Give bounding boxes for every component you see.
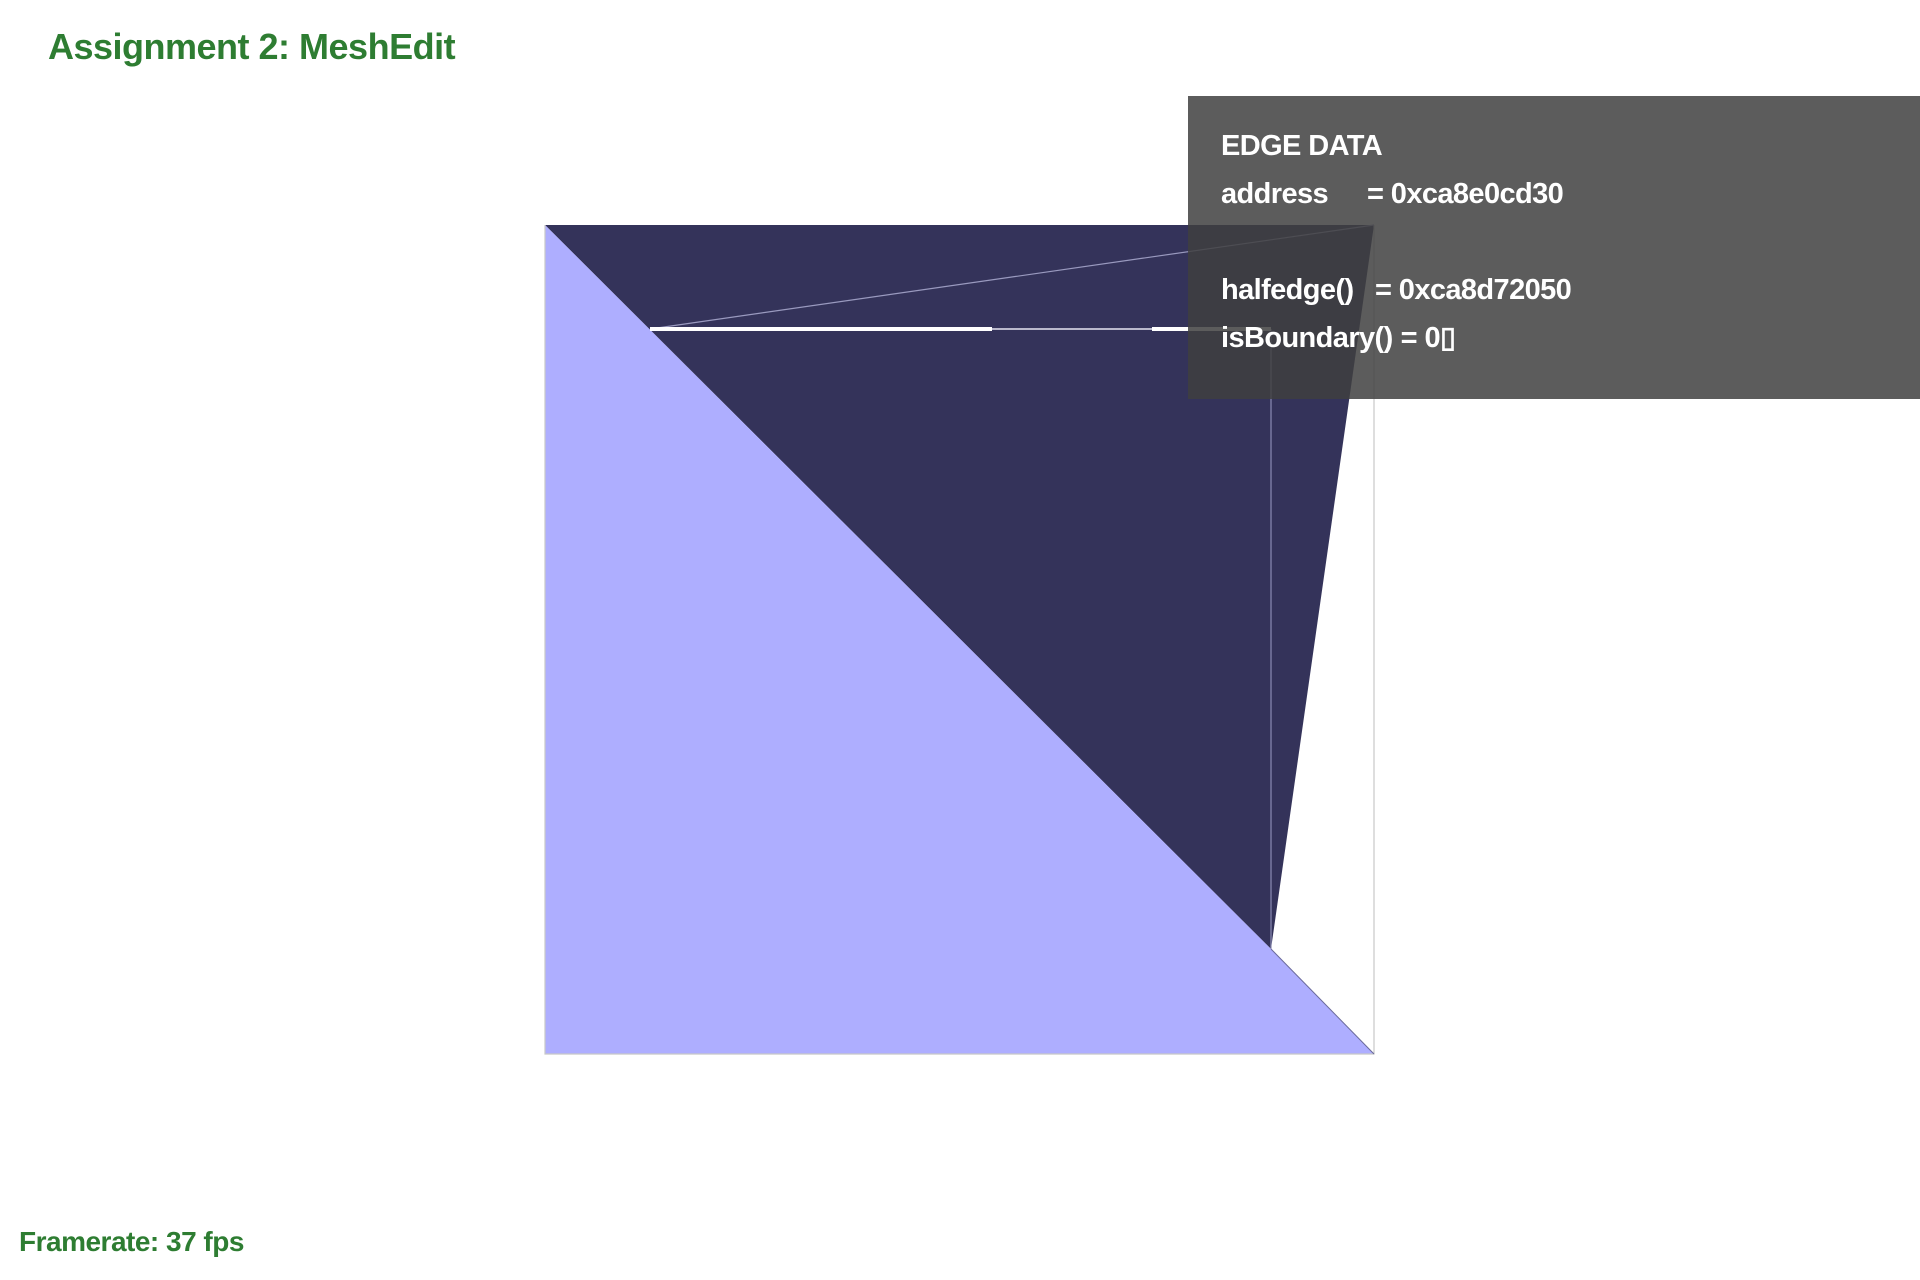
mesh-edge-diagonal[interactable] — [1270, 948, 1375, 1055]
framerate-label: Framerate: 37 fps — [19, 1226, 244, 1257]
edge-address-label: address — [1221, 178, 1329, 210]
edge-halfedge-row: halfedge() = 0xca8d72050 — [1221, 273, 1572, 307]
edge-info-panel: EDGE DATA address = 0xca8e0cd30 halfedge(… — [1188, 96, 1920, 399]
app-title: Assignment 2: MeshEdit — [48, 26, 456, 67]
edge-halfedge-value: = 0xca8d72050 — [1375, 274, 1572, 306]
edge-address-row: address = 0xca8e0cd30 — [1221, 177, 1564, 211]
edge-address-value: = 0xca8e0cd30 — [1367, 178, 1564, 210]
edge-boundary-value: = 0▯ — [1400, 322, 1456, 354]
edge-info-heading: EDGE DATA — [1221, 130, 1383, 162]
edge-halfedge-label: halfedge() — [1221, 274, 1354, 306]
edge-boundary-row: isBoundary() = 0▯ — [1221, 321, 1456, 355]
mesh-boundary-edge[interactable] — [544, 225, 1375, 1055]
mesh-face-light[interactable] — [545, 225, 1374, 1054]
edge-boundary-label: isBoundary() — [1221, 322, 1393, 354]
mesh-face-dark-top[interactable] — [545, 225, 1374, 949]
